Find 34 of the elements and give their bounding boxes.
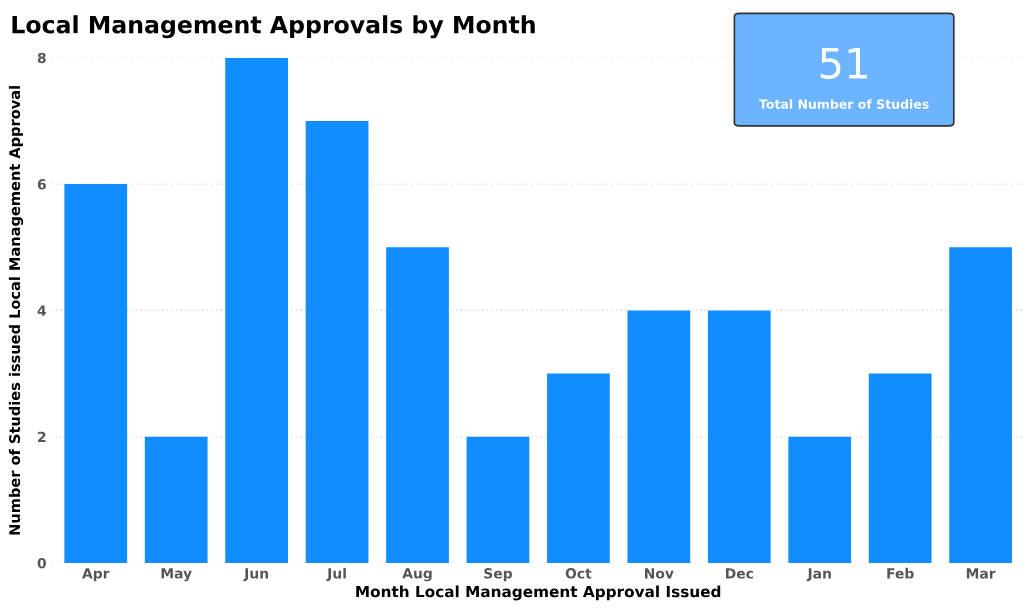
x-tick-label: Aug [402,568,432,582]
y-tick-label: 4 [37,305,46,316]
bar [547,373,610,564]
bar [788,436,852,564]
bar [305,120,369,564]
y-tick-label: 6 [37,179,46,190]
annotation: Total Number of Studies [759,99,929,109]
annotation: 51 [820,48,867,79]
y-tick-label: 2 [38,431,46,442]
y-tick-label: 8 [37,52,46,64]
x-tick-label: Jan [806,568,831,582]
bar [64,184,128,564]
chart-title: Local Management Approvals by Month [12,15,535,39]
bar [707,310,771,564]
x-tick-label: Oct [565,568,592,579]
x-axis-title: Month Local Management Approval Issued [356,585,721,601]
bar [225,57,288,564]
bar [466,436,530,564]
x-tick-label: Jun [243,568,269,582]
x-tick-label: May [161,568,192,582]
y-tick-label: 0 [37,557,46,569]
x-tick-label: Dec [725,568,753,579]
x-tick-label: Apr [82,568,110,582]
x-tick-label: Sep [484,568,513,582]
bar [949,247,1012,564]
y-axis-title: Number of Studies issued Local Management Approval [8,86,24,535]
x-tick-label: Nov [645,568,674,579]
bar [627,310,691,564]
x-tick-label: Jul [326,567,346,582]
x-tick-label: Mar [966,568,996,579]
bar [144,436,208,564]
bar [386,247,449,564]
bar [868,373,932,564]
x-tick-label: Feb [887,567,914,579]
